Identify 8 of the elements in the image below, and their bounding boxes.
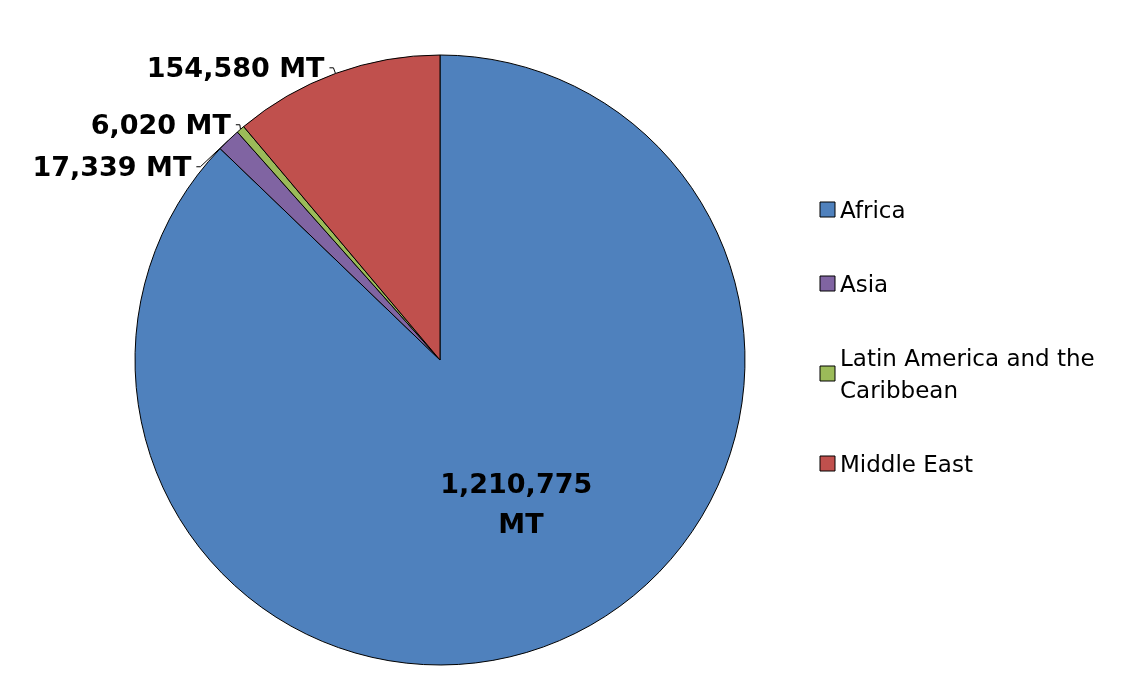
legend-label: Middle East: [840, 450, 973, 477]
data-label: 17,339 MT: [32, 151, 192, 183]
legend-label: Africa: [840, 196, 906, 223]
data-label: 6,020 MT: [90, 109, 232, 141]
data-label: 154,580 MT: [146, 52, 326, 84]
data-label: 1,210,775 MT: [440, 467, 602, 539]
legend-label: Asia: [840, 270, 889, 297]
legend-label: Latin America and the Caribbean: [840, 344, 1103, 403]
